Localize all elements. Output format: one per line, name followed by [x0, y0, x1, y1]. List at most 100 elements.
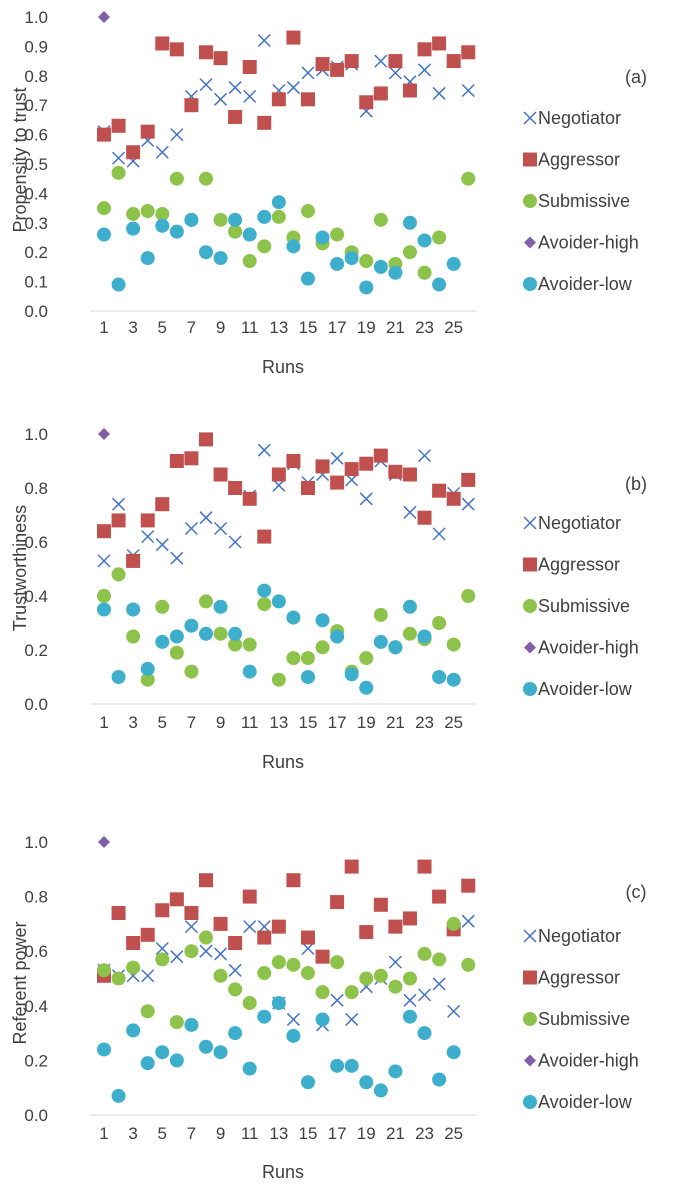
data-point	[447, 1004, 461, 1018]
data-point	[345, 1012, 359, 1026]
legend-label: Negotiator	[538, 108, 621, 128]
data-point	[432, 277, 447, 292]
data-point	[418, 63, 432, 77]
legend-label: Aggressor	[538, 150, 620, 170]
data-point	[155, 634, 170, 649]
data-point	[242, 637, 257, 652]
data-point	[315, 985, 330, 1000]
data-point	[286, 81, 300, 95]
data-point	[243, 920, 257, 934]
data-point	[112, 497, 126, 511]
legend-label: Avoider-low	[538, 1092, 633, 1112]
series-avoider-high	[98, 428, 110, 440]
y-tick-label: 0.2	[24, 1051, 48, 1070]
y-tick-label: 0.6	[24, 126, 48, 145]
legend: Negotiator Aggressor Submissive Avoider-hig…	[523, 513, 639, 699]
data-point	[155, 538, 169, 552]
x-tick-label: 23	[415, 1124, 434, 1143]
data-point-stroke-b	[286, 1012, 300, 1026]
data-point	[388, 979, 403, 994]
data-point	[213, 599, 228, 614]
data-point	[417, 1026, 432, 1041]
data-point-stroke-b	[170, 128, 184, 142]
data-point	[169, 224, 184, 239]
data-point	[140, 124, 155, 139]
data-point	[402, 911, 417, 926]
data-point	[198, 930, 213, 945]
data-point-stroke-b	[432, 86, 446, 100]
data-point	[112, 151, 126, 165]
data-point	[402, 1009, 417, 1024]
data-point-stroke-b	[374, 54, 388, 68]
data-point	[330, 955, 345, 970]
x-tick-label: 15	[299, 713, 318, 732]
legend-marker-avoider-low	[523, 277, 537, 291]
data-point	[286, 957, 301, 972]
data-point	[257, 583, 272, 598]
series-negotiator	[97, 443, 475, 568]
data-point	[373, 212, 388, 227]
data-point	[228, 535, 242, 549]
data-point	[213, 51, 228, 66]
data-point	[344, 1058, 359, 1073]
data-point-stroke-b	[432, 977, 446, 991]
data-point	[228, 224, 243, 239]
data-point	[155, 903, 170, 918]
data-point-stroke-b	[228, 963, 242, 977]
data-point	[461, 957, 476, 972]
data-point	[213, 467, 228, 482]
data-point-stroke-b	[403, 993, 417, 1007]
data-point	[198, 1039, 213, 1054]
legend-marker-aggressor	[523, 152, 537, 167]
data-point	[213, 626, 228, 641]
series-avoider-low	[97, 583, 461, 695]
data-point-stroke-b	[199, 944, 213, 958]
panel-label: (a)	[625, 67, 647, 87]
data-point	[446, 637, 461, 652]
data-point	[388, 955, 402, 969]
data-point	[169, 645, 184, 660]
data-point-stroke-b	[170, 950, 184, 964]
data-point	[359, 492, 373, 506]
x-tick-label: 7	[187, 1124, 196, 1143]
data-point	[461, 83, 475, 98]
data-point	[213, 916, 228, 931]
data-point	[111, 513, 126, 528]
data-point	[198, 873, 213, 888]
data-point	[461, 497, 475, 511]
data-point-stroke-b	[432, 527, 446, 541]
data-point	[257, 443, 271, 457]
data-point-stroke-b	[388, 955, 402, 969]
data-point	[111, 670, 126, 684]
panel-label: (c)	[626, 882, 647, 902]
data-point	[140, 672, 155, 687]
x-tick-label: 11	[241, 318, 259, 337]
data-point	[228, 637, 243, 652]
data-point	[432, 527, 446, 541]
data-point	[461, 914, 475, 928]
data-point	[257, 33, 271, 48]
data-point	[359, 95, 374, 110]
data-point	[228, 982, 243, 997]
data-point	[300, 651, 315, 666]
legend-marker-submissive	[523, 1012, 537, 1026]
data-point	[228, 1026, 243, 1041]
y-tick-label: 0.5	[24, 155, 48, 174]
data-point	[257, 597, 272, 612]
y-tick-label: 0.8	[24, 479, 48, 498]
x-tick-label: 23	[415, 713, 434, 732]
data-point	[373, 607, 388, 622]
data-point	[359, 280, 374, 295]
data-point-stroke-b	[418, 449, 432, 463]
data-point	[155, 952, 170, 967]
data-point	[213, 1045, 228, 1060]
data-point	[140, 251, 155, 266]
data-point	[315, 459, 330, 474]
data-point-stroke-b	[403, 505, 417, 519]
x-tick-label: 19	[357, 1124, 376, 1143]
data-point	[359, 651, 374, 666]
legend-label: Submissive	[538, 1009, 630, 1029]
data-point	[126, 936, 141, 951]
legend-marker-negotiator-stroke-b	[523, 111, 537, 125]
series-avoider-low	[97, 996, 461, 1103]
